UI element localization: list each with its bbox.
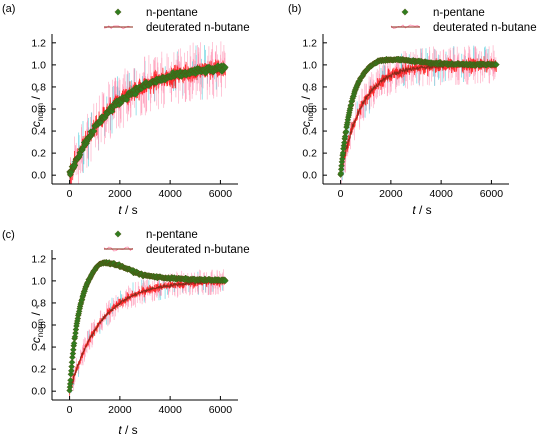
- pentane-point: [68, 367, 75, 375]
- y-tick-label: 1.0: [302, 59, 317, 71]
- pentane-point: [68, 363, 75, 370]
- pentane-point: [68, 359, 76, 366]
- y-tick-label: 1.2: [302, 37, 317, 49]
- legend-pentane-marker: [401, 8, 409, 16]
- legend-butane-label: deuterated n-butane: [146, 244, 250, 256]
- series-n-pentane: [66, 62, 229, 179]
- x-tick-label: 2000: [108, 404, 132, 416]
- legend-butane-label: deuterated n-butane: [433, 22, 537, 34]
- x-tick-label: 0: [67, 404, 73, 416]
- x-tick-label: 4000: [158, 404, 182, 416]
- pentane-point: [337, 169, 345, 177]
- series-deuterated-n-butane: [69, 269, 226, 396]
- legend-pentane-label: n-pentane: [433, 7, 485, 19]
- x-axis-label: t / s: [118, 203, 137, 217]
- x-tick-label: 4000: [429, 188, 453, 200]
- y-tick-label: 0.8: [31, 81, 46, 93]
- legend: n-pentane deuterated n-butane: [103, 7, 250, 34]
- panel-label: (c): [2, 229, 15, 241]
- y-axis-label: cnorm / -: [29, 305, 45, 343]
- pentane-point: [71, 162, 79, 169]
- panel-label: (a): [2, 3, 15, 15]
- panel-label: (b): [288, 3, 301, 15]
- x-tick-label: 6000: [480, 188, 504, 200]
- y-tick-label: 1.2: [31, 253, 46, 265]
- y-tick-label: 0.0: [31, 170, 46, 182]
- y-axis-label: cnorm / -: [299, 89, 315, 127]
- legend: n-pentane deuterated n-butane: [390, 7, 537, 34]
- legend-pentane-marker: [114, 8, 122, 16]
- y-tick-label: 0.2: [302, 148, 317, 160]
- pentane-point: [90, 127, 98, 135]
- legend: n-pentane deuterated n-butane: [103, 229, 250, 256]
- x-tick-label: 2000: [379, 188, 403, 200]
- x-tick-label: 6000: [209, 188, 233, 200]
- legend-pentane-label: n-pentane: [146, 7, 198, 19]
- series-n-pentane: [337, 55, 500, 178]
- y-tick-label: 0.8: [31, 297, 46, 309]
- y-tick-label: 1.2: [31, 37, 46, 49]
- pentane-point: [341, 139, 348, 146]
- pentane-point: [338, 162, 345, 170]
- y-tick-label: 0.2: [31, 148, 46, 160]
- x-tick-label: 0: [338, 188, 344, 200]
- y-tick-label: 1.0: [31, 59, 46, 71]
- y-tick-label: 0.6: [31, 104, 46, 116]
- pentane-point: [222, 63, 229, 71]
- legend-pentane-label: n-pentane: [146, 229, 198, 241]
- pentane-point: [341, 133, 349, 140]
- x-tick-label: 2000: [108, 188, 132, 200]
- pentane-point: [339, 155, 346, 163]
- x-tick-label: 4000: [158, 188, 182, 200]
- pentane-point: [222, 277, 229, 285]
- pentane-point: [339, 149, 347, 157]
- legend-pentane-marker: [114, 230, 122, 238]
- y-axis-label: cnorm / -: [29, 89, 45, 127]
- pentane-point: [70, 346, 77, 354]
- x-tick-label: 6000: [209, 404, 233, 416]
- y-tick-label: 0.2: [31, 364, 46, 376]
- series-n-pentane: [66, 258, 229, 394]
- panel-1: 0.0 0.2 0.4 0.6 0.8 1.0 1.2 0 2000 4000 6000 t / s c…: [2, 3, 250, 217]
- panel-2: 0.0 0.2 0.4 0.6 0.8 1.0 1.2 0 2000 4000 6000 t / s c…: [288, 3, 537, 217]
- x-tick-label: 0: [67, 188, 73, 200]
- x-axis-label: t / s: [412, 203, 431, 217]
- y-tick-label: 0.0: [302, 170, 317, 182]
- y-tick-label: 0.4: [31, 126, 46, 138]
- pentane-point: [67, 377, 74, 384]
- y-tick-label: 0.6: [302, 104, 317, 116]
- x-axis-label: t / s: [118, 423, 137, 437]
- pentane-point: [342, 128, 350, 135]
- legend-butane-label: deuterated n-butane: [146, 22, 250, 34]
- y-tick-label: 0.4: [31, 342, 46, 354]
- series-deuterated-n-butane: [69, 41, 226, 184]
- legend-butane-noise: [103, 25, 133, 30]
- pentane-point: [70, 340, 78, 347]
- legend-butane-noise: [390, 24, 420, 29]
- pentane-point: [66, 380, 74, 388]
- y-tick-label: 0.0: [31, 386, 46, 398]
- pentane-point: [493, 61, 500, 68]
- y-tick-label: 1.0: [31, 275, 46, 287]
- pentane-point: [69, 350, 77, 357]
- y-tick-label: 0.8: [302, 81, 317, 93]
- y-tick-label: 0.4: [302, 126, 317, 138]
- y-tick-label: 0.6: [31, 320, 46, 332]
- panel-3: 0.0 0.2 0.4 0.6 0.8 1.0 1.2 0 2000 4000 6000 t / s c…: [2, 229, 250, 437]
